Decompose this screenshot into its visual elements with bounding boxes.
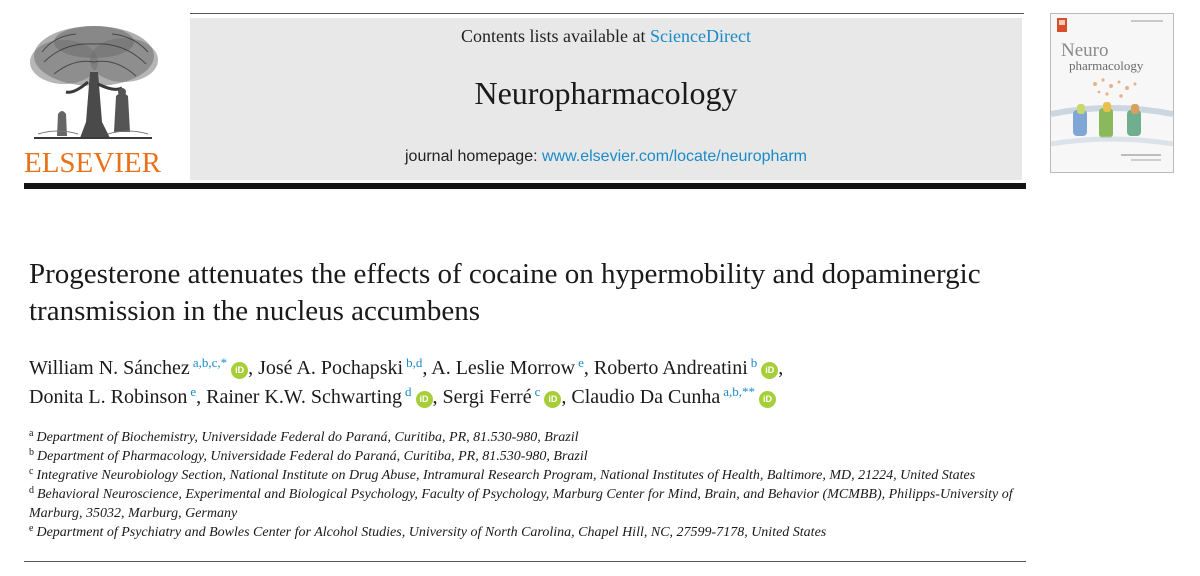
elsevier-tree-icon — [30, 26, 158, 139]
orcid-icon[interactable]: iD — [231, 362, 249, 379]
affiliation: e Department of Psychiatry and Bowles Cen… — [29, 523, 827, 541]
elsevier-logo[interactable]: ELSEVIER — [24, 22, 162, 179]
author-affil-marker[interactable]: e — [578, 355, 584, 370]
author[interactable]: A. Leslie Morrow e — [431, 355, 584, 379]
author-affil-marker[interactable]: d — [405, 384, 412, 399]
orcid-icon[interactable]: iD — [761, 362, 779, 379]
affiliation-list: a Department of Biochemistry, Universidad… — [29, 428, 1029, 542]
author[interactable]: José A. Pochapski b,d — [258, 355, 423, 379]
author[interactable]: Donita L. Robinson e — [29, 384, 197, 408]
author-affil-marker[interactable]: c — [534, 384, 541, 399]
homepage-line: journal homepage: www.elsevier.com/locat… — [190, 148, 1022, 166]
journal-cover[interactable]: Neuro pharmacology — [1050, 13, 1174, 173]
author-affil-marker[interactable]: a,b,c,* — [192, 355, 228, 370]
elsevier-wordmark: ELSEVIER — [24, 147, 161, 179]
author-list: William N. Sánchez a,b,c,* iD, José A. Poc… — [29, 355, 784, 408]
homepage-prefix: journal homepage: — [405, 148, 542, 165]
contents-line: Contents lists available at ScienceDirec… — [190, 26, 1022, 47]
journal-masthead: Contents lists available at ScienceDirec… — [190, 18, 1022, 180]
cover-title-line1: Neuro — [1061, 40, 1108, 61]
orcid-icon[interactable]: iD — [544, 391, 562, 408]
affiliation: a Department of Biochemistry, Universidad… — [29, 428, 579, 446]
journal-cover-image: Neuro pharmacology — [1051, 14, 1173, 172]
affiliation: c Integrative Neurobiology Section, Natio… — [29, 466, 976, 484]
author[interactable]: Roberto Andreatini b iD — [594, 355, 779, 379]
orcid-icon[interactable]: iD — [415, 391, 433, 408]
author[interactable]: Rainer K.W. Schwarting d iD — [206, 384, 433, 408]
bottom-rule — [24, 561, 1026, 562]
contents-prefix: Contents lists available at — [461, 26, 650, 46]
cover-title-line2: pharmacology — [1069, 58, 1144, 73]
author[interactable]: Claudio Da Cunha a,b,** iD — [571, 384, 777, 408]
author[interactable]: William N. Sánchez a,b,c,* iD — [29, 355, 249, 379]
sciencedirect-link[interactable]: ScienceDirect — [650, 26, 751, 46]
affiliation: b Department of Pharmacology, Universidad… — [29, 447, 588, 465]
author[interactable]: Sergi Ferré c iD — [443, 384, 562, 408]
header-divider — [24, 183, 1026, 189]
article-title: Progesterone attenuates the effects of c… — [29, 258, 981, 327]
orcid-icon[interactable]: iD — [759, 391, 777, 408]
journal-title[interactable]: Neuropharmacology — [474, 75, 738, 111]
top-rule — [190, 13, 1024, 14]
author-affil-marker[interactable]: b,d — [406, 355, 423, 370]
author-affil-marker[interactable]: b — [750, 355, 758, 370]
journal-homepage-link[interactable]: www.elsevier.com/locate/neuropharm — [541, 148, 807, 165]
affiliation: d Behavioral Neuroscience, Experimental a… — [29, 485, 1013, 522]
author-affil-marker[interactable]: a,b,** — [723, 384, 756, 399]
author-affil-marker[interactable]: e — [190, 384, 197, 399]
